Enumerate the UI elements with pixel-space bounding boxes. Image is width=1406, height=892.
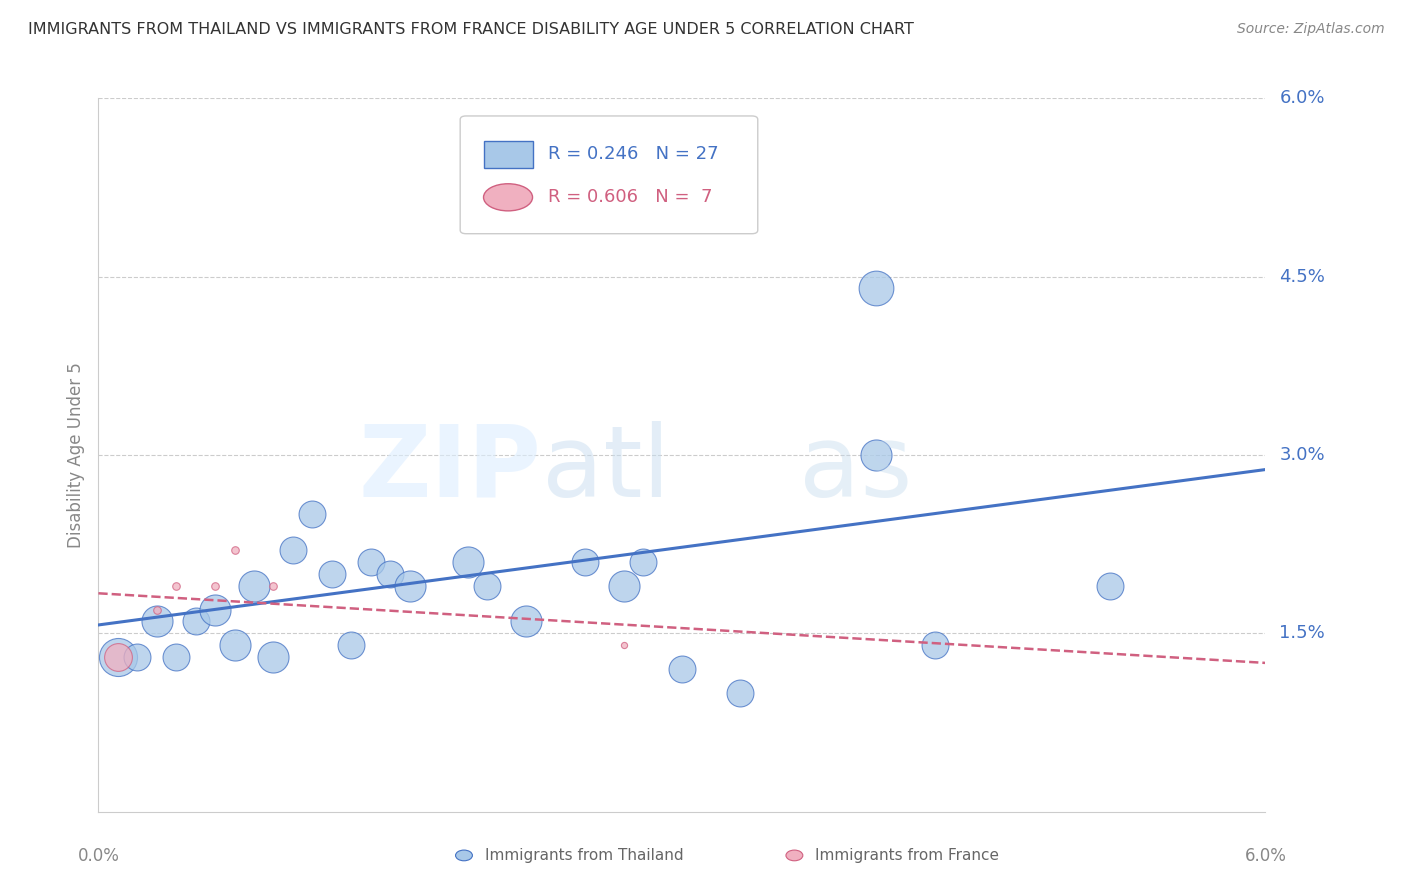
Text: 1.5%: 1.5% — [1279, 624, 1324, 642]
Point — [865, 281, 887, 295]
Point — [477, 579, 499, 593]
Point — [730, 686, 752, 700]
Point — [224, 543, 246, 558]
Point — [262, 579, 284, 593]
Point — [613, 638, 636, 652]
Point — [321, 566, 343, 581]
Point — [204, 602, 226, 616]
Text: R = 0.246   N = 27: R = 0.246 N = 27 — [548, 145, 718, 163]
Point — [301, 508, 323, 522]
Point — [865, 448, 887, 462]
Point — [340, 638, 363, 652]
Point — [184, 615, 207, 629]
Point — [107, 650, 129, 665]
Text: as: as — [799, 421, 912, 517]
Text: 3.0%: 3.0% — [1279, 446, 1324, 464]
Point — [224, 638, 246, 652]
Text: Source: ZipAtlas.com: Source: ZipAtlas.com — [1237, 22, 1385, 37]
Point — [671, 662, 693, 676]
Text: ZIP: ZIP — [359, 421, 541, 517]
FancyBboxPatch shape — [460, 116, 758, 234]
Point — [281, 543, 304, 558]
Point — [204, 579, 226, 593]
Point — [107, 650, 129, 665]
Point — [613, 579, 636, 593]
Point — [360, 555, 382, 569]
Point — [146, 615, 169, 629]
Point — [262, 650, 284, 665]
Point — [631, 555, 654, 569]
Point — [398, 579, 420, 593]
Text: 0.0%: 0.0% — [77, 847, 120, 865]
Point — [1098, 579, 1121, 593]
Point — [165, 579, 187, 593]
Text: 4.5%: 4.5% — [1279, 268, 1326, 285]
Text: Immigrants from France: Immigrants from France — [815, 848, 1000, 863]
Text: atl: atl — [541, 421, 671, 517]
Ellipse shape — [484, 184, 533, 211]
Point — [574, 555, 596, 569]
Text: Immigrants from Thailand: Immigrants from Thailand — [485, 848, 683, 863]
FancyBboxPatch shape — [484, 141, 533, 168]
Point — [924, 638, 946, 652]
Point — [515, 615, 537, 629]
Text: R = 0.606   N =  7: R = 0.606 N = 7 — [548, 188, 713, 206]
Point — [127, 650, 149, 665]
Text: 6.0%: 6.0% — [1279, 89, 1324, 107]
Point — [243, 579, 266, 593]
Point — [165, 650, 187, 665]
Text: IMMIGRANTS FROM THAILAND VS IMMIGRANTS FROM FRANCE DISABILITY AGE UNDER 5 CORREL: IMMIGRANTS FROM THAILAND VS IMMIGRANTS F… — [28, 22, 914, 37]
Text: 6.0%: 6.0% — [1244, 847, 1286, 865]
Point — [380, 566, 402, 581]
Point — [457, 555, 479, 569]
Point — [574, 186, 596, 201]
Point — [146, 602, 169, 616]
Y-axis label: Disability Age Under 5: Disability Age Under 5 — [66, 362, 84, 548]
